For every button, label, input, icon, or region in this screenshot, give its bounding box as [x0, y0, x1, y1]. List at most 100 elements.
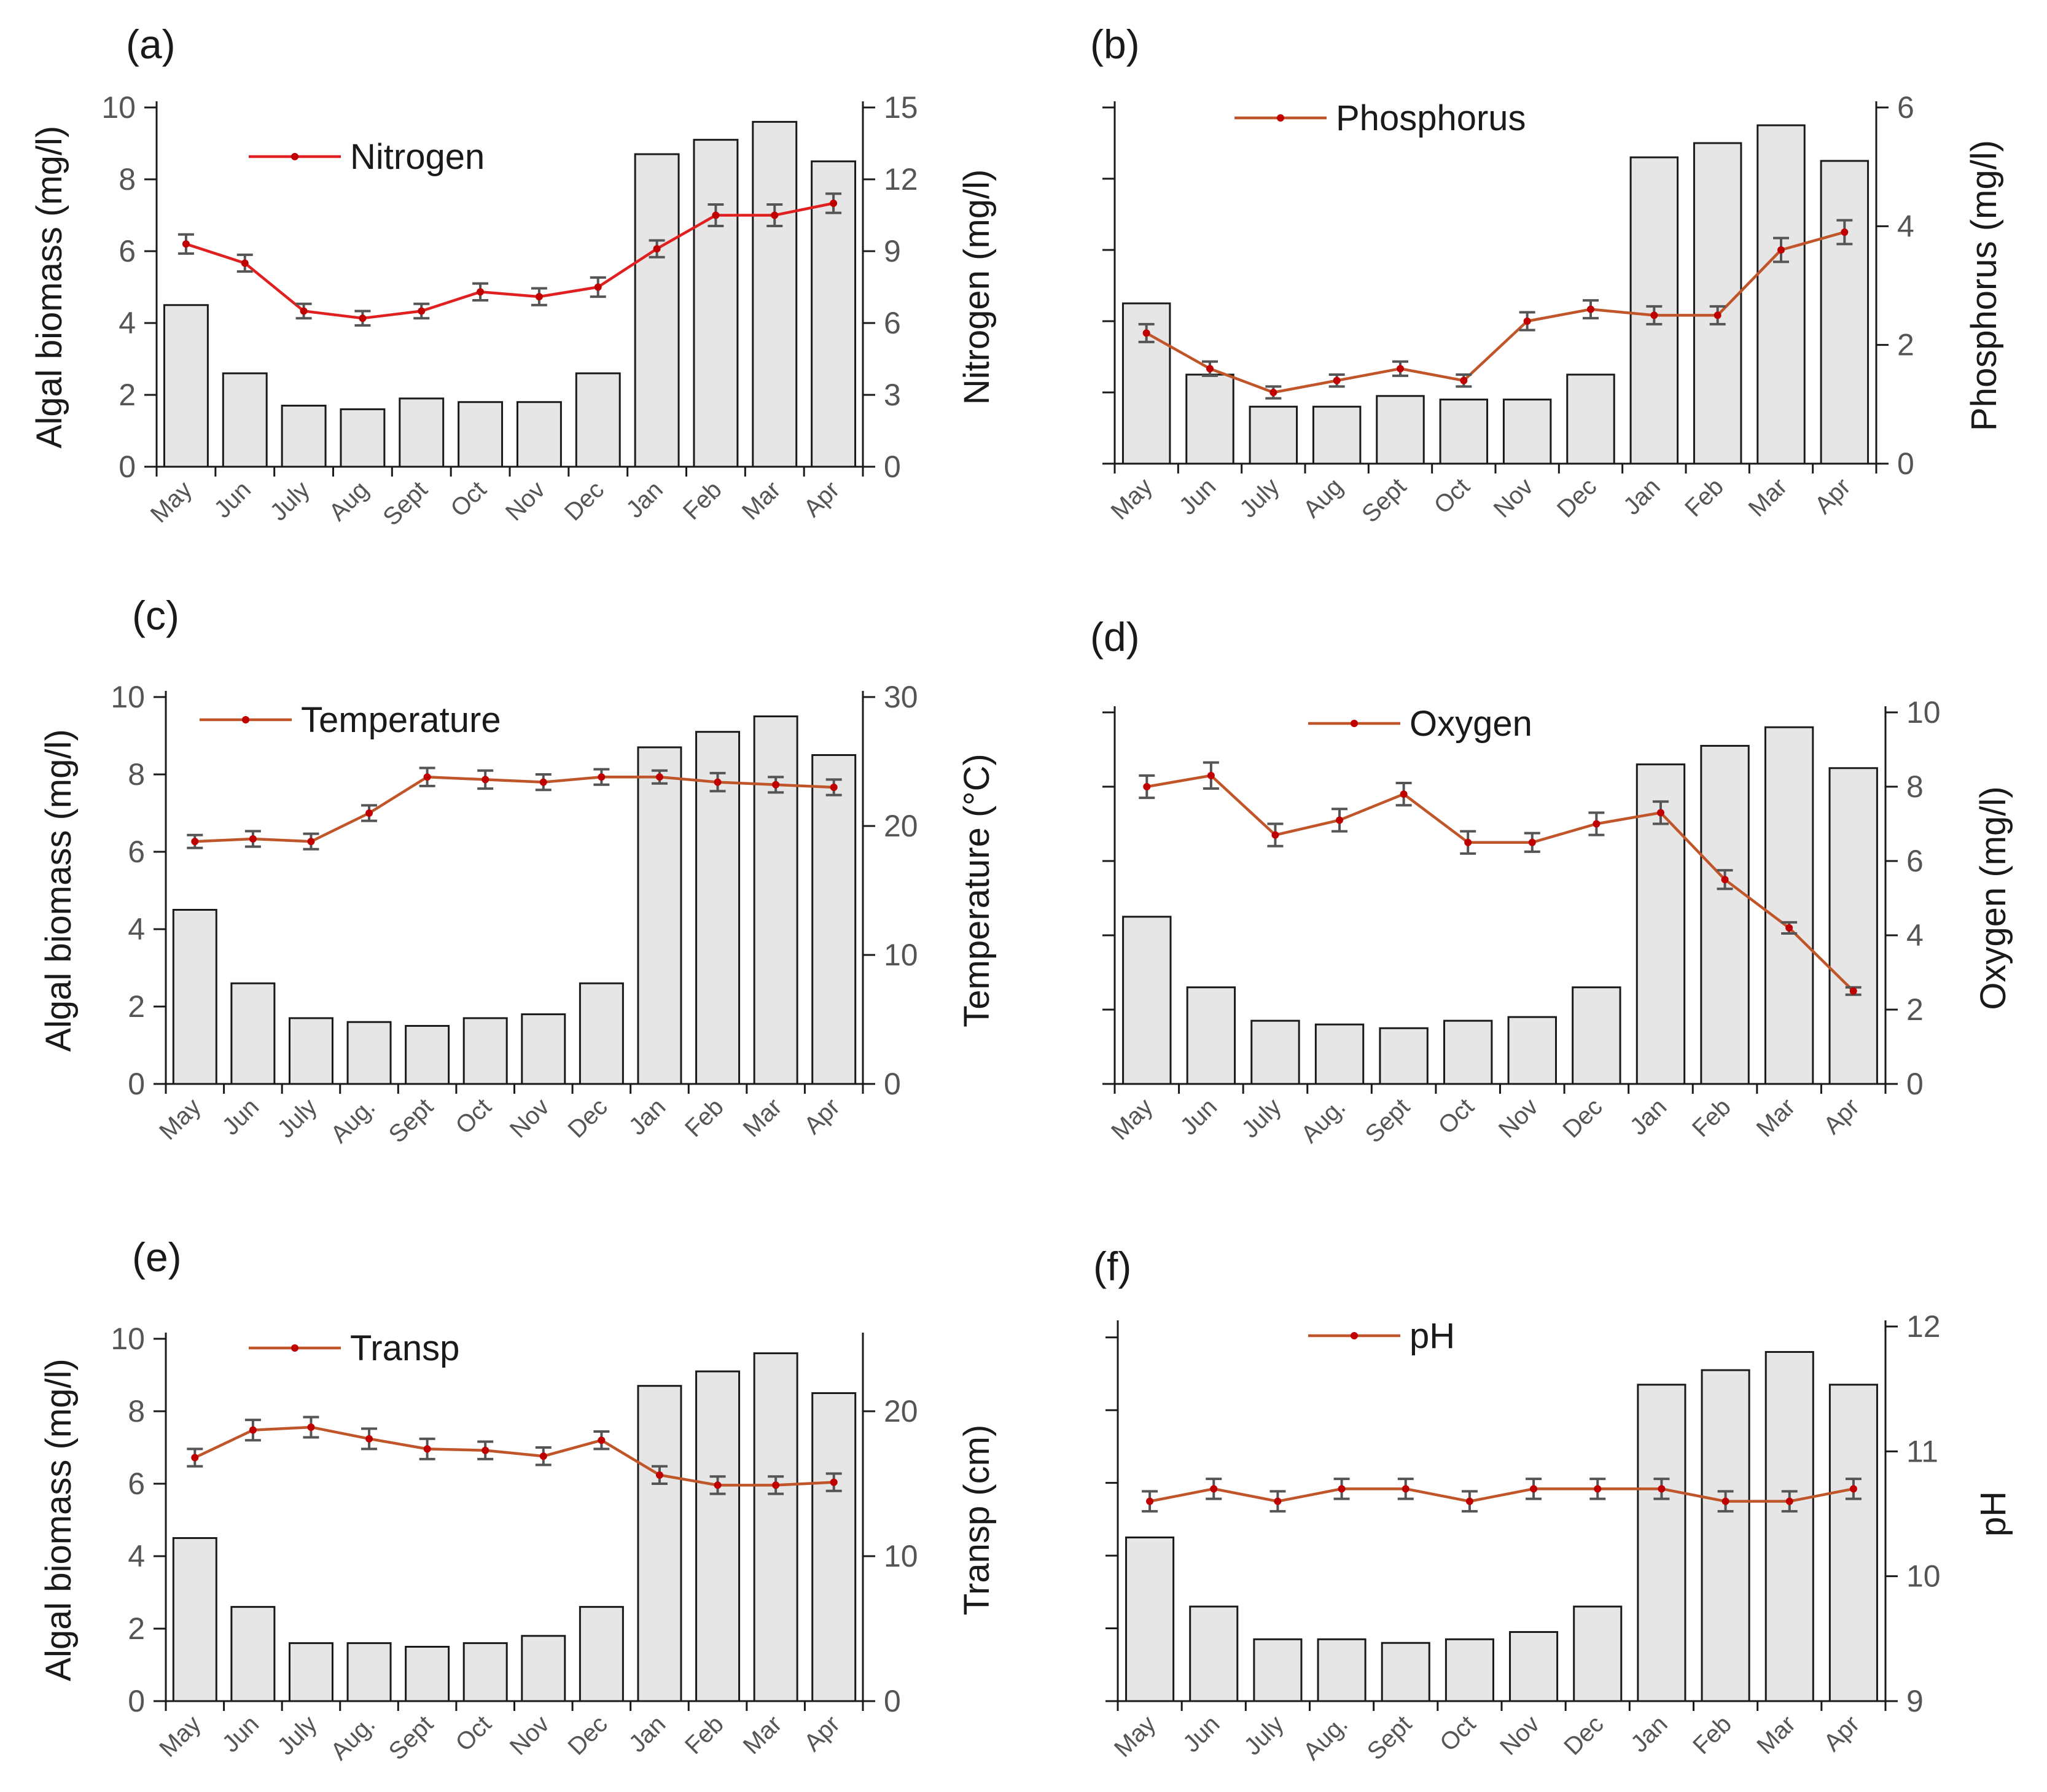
left-tick-label: 10 — [111, 1322, 145, 1356]
left-tick-label: 2 — [128, 989, 145, 1024]
category-label: Jun — [1176, 1093, 1223, 1140]
category-label: Jan — [624, 1710, 671, 1758]
category-label: Aug. — [1296, 1093, 1351, 1148]
left-axis-title: Algal biomass (mg/l) — [29, 126, 69, 448]
data-point — [1849, 987, 1857, 995]
bar-dec — [579, 982, 624, 1085]
panel-e: (e) 0 2 4 6 8 10 0 10 20 May Jun July Aug. Sept Oct Nov D… — [39, 1234, 997, 1766]
series-line-ph — [1149, 1487, 1854, 1503]
category-label: May — [1105, 473, 1158, 525]
data-point — [191, 1454, 199, 1462]
category-label: Sept — [384, 1710, 439, 1765]
data-point — [241, 259, 249, 267]
data-point — [772, 781, 780, 789]
data-point — [1143, 783, 1151, 790]
category-label: July — [265, 476, 315, 526]
right-axis-title: Phosphorus (mg/l) — [1964, 140, 2004, 431]
data-point — [1269, 389, 1277, 396]
bar-feb — [695, 1370, 741, 1702]
data-point — [1333, 376, 1341, 384]
panel-letter: (c) — [132, 593, 179, 638]
category-label: May — [154, 1093, 206, 1145]
data-point — [1523, 317, 1531, 325]
data-point — [830, 784, 838, 791]
category-label: Sept — [1362, 1710, 1417, 1765]
category-label: Nov — [1494, 1093, 1543, 1143]
category-label: May — [154, 1710, 206, 1763]
bar-sept — [1376, 395, 1425, 465]
data-point — [714, 1481, 722, 1489]
panel-f: (f) 9 10 11 12 May Jun July Aug. Sept Oct Nov Dec Jan… — [1093, 1244, 2013, 1766]
bar-apr — [811, 754, 857, 1085]
bar-aug — [340, 408, 386, 468]
bar-feb — [1693, 142, 1742, 465]
bar-oct — [462, 1642, 508, 1702]
right-tick-label: 6 — [1897, 90, 1914, 125]
category-label: July — [1239, 1710, 1289, 1760]
category-label: Aug — [1298, 473, 1348, 523]
category-label: Dec — [563, 1093, 612, 1143]
data-point — [423, 1445, 431, 1453]
right-tick-label: 8 — [1906, 769, 1924, 804]
category-label: Jun — [217, 1093, 265, 1140]
right-axis-title: Oxygen (mg/l) — [1973, 786, 2013, 1010]
bar-jun — [1189, 1605, 1239, 1702]
data-point — [365, 1435, 373, 1443]
category-label: Jan — [621, 476, 668, 523]
category-label: Feb — [680, 1093, 729, 1142]
panel-a: (a) 0 2 4 6 8 10 0 3 6 9 12 15 May Jun July Aug Sept Oct No… — [29, 21, 997, 531]
right-axis-title: Temperature (°C) — [957, 754, 997, 1027]
panel-letter: (a) — [126, 21, 176, 67]
data-point — [249, 835, 257, 843]
data-point — [1721, 876, 1729, 884]
category-label: Mar — [1744, 473, 1793, 522]
category-label: Jun — [217, 1710, 265, 1758]
left-tick-label: 2 — [119, 378, 136, 412]
bar-july — [1250, 1019, 1300, 1085]
bar-apr — [1820, 160, 1870, 465]
category-label: Aug. — [1298, 1710, 1353, 1765]
bar-mar — [1757, 124, 1806, 465]
category-label: Feb — [1680, 473, 1729, 522]
data-point — [1593, 820, 1601, 828]
right-tick-label: 4 — [1906, 918, 1924, 952]
data-point — [653, 245, 661, 253]
bar-apr — [811, 1392, 857, 1702]
category-label: Dec — [1559, 1710, 1608, 1760]
bar-jun — [230, 1606, 276, 1702]
category-label: Apr — [1819, 1093, 1865, 1139]
bar-oct — [458, 401, 504, 468]
data-point — [1402, 1485, 1410, 1493]
category-label: Apr — [1810, 473, 1856, 519]
right-tick-label: 11 — [1906, 1434, 1938, 1468]
category-label: Feb — [1687, 1093, 1736, 1142]
category-label: May — [1109, 1710, 1161, 1763]
category-label: Sept — [384, 1093, 439, 1148]
category-label: Mar — [737, 476, 786, 525]
panel-letter: (f) — [1093, 1244, 1131, 1289]
data-point — [1530, 1485, 1538, 1493]
category-label: Dec — [1552, 473, 1602, 523]
data-point — [1594, 1485, 1602, 1493]
data-point — [359, 314, 367, 322]
legend-label: Transp — [350, 1328, 459, 1368]
bar-dec — [1566, 373, 1615, 465]
category-label: Nov — [505, 1710, 555, 1760]
category-label: July — [1236, 1093, 1286, 1143]
category-label: Jun — [209, 476, 256, 523]
bar-may — [163, 304, 209, 468]
bar-feb — [1700, 744, 1750, 1085]
category-label: Feb — [678, 476, 727, 525]
right-tick-label: 0 — [1906, 1067, 1924, 1101]
bar-jun — [230, 982, 276, 1085]
category-label: Mar — [1752, 1710, 1801, 1759]
right-tick-label: 0 — [884, 1067, 901, 1101]
category-label: Mar — [738, 1710, 787, 1759]
bar-nov — [1507, 1016, 1557, 1085]
series-line-nitrogen — [185, 201, 834, 320]
bar-may — [172, 1537, 217, 1702]
right-tick-label: 6 — [1906, 844, 1924, 878]
data-point — [1400, 790, 1408, 798]
bar-may — [172, 909, 217, 1085]
category-label: Dec — [563, 1710, 612, 1760]
